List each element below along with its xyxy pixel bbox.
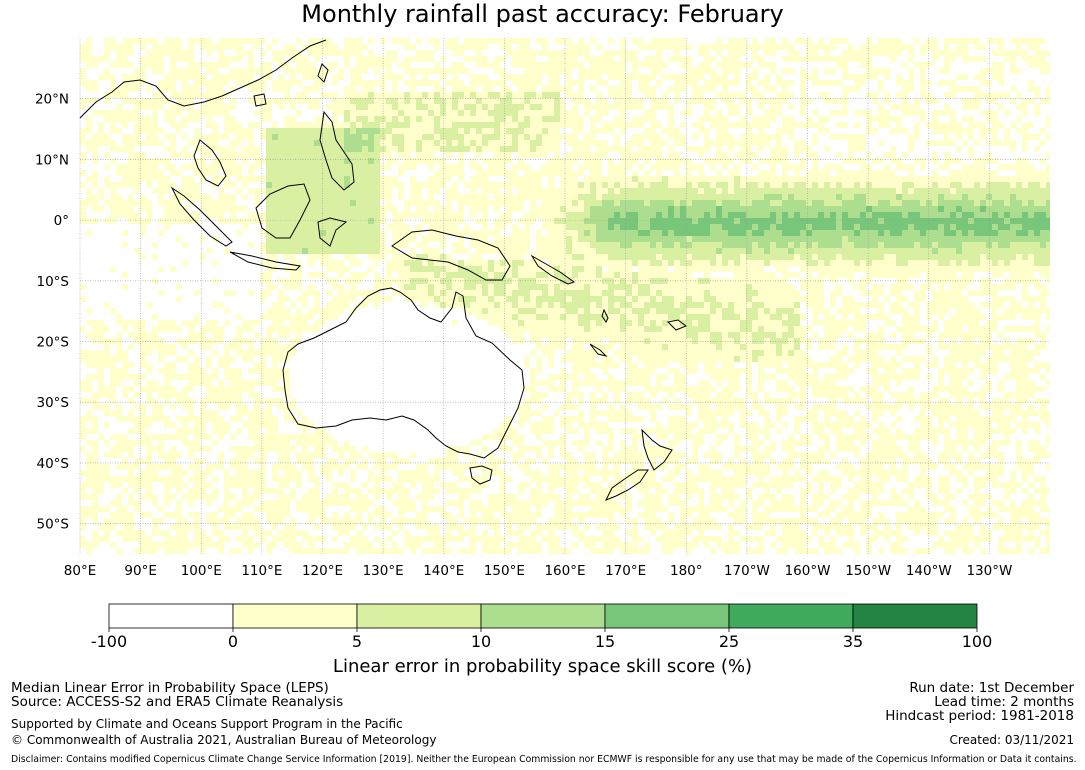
lat-tick-label: 50°S xyxy=(37,517,70,533)
footer-leps: Median Linear Error in Probability Space… xyxy=(11,680,329,696)
coast-sumatra xyxy=(170,186,233,247)
lon-tick-label: 160°E xyxy=(544,563,585,579)
coast-sulawesi xyxy=(317,217,348,247)
lon-tick-label: 130°W xyxy=(966,563,1012,579)
longitude-labels: 80°E 90°E 100°E 110°E 120°E 130°E 140°E 150°E 16… xyxy=(64,563,1013,579)
colorbar-tick-label: 5 xyxy=(352,632,362,651)
coast-philippines xyxy=(319,110,355,191)
coast-tasmania xyxy=(469,465,493,485)
lat-tick-label: 0° xyxy=(54,213,69,229)
lon-tick-label: 80°E xyxy=(64,563,96,579)
lon-tick-label: 140°E xyxy=(423,563,464,579)
colorbar-tick-label: 25 xyxy=(719,632,739,651)
colorbar-tick-label: 0 xyxy=(228,632,238,651)
colorbar-swatch xyxy=(108,603,234,629)
colorbar-swatch xyxy=(356,603,482,629)
lat-tick-label: 40°S xyxy=(37,456,70,472)
hindcast-period: Hindcast period: 1981-2018 xyxy=(885,708,1074,724)
lead-time: Lead time: 2 months xyxy=(934,694,1074,710)
colorbar-tick-label: 10 xyxy=(471,632,491,651)
lon-tick-label: 180° xyxy=(670,563,703,579)
colorbar-swatch xyxy=(480,603,606,629)
colorbar-swatch xyxy=(232,603,358,629)
disclaimer: Disclaimer: Contains modified Copernicus… xyxy=(11,754,1077,765)
footer-source: Source: ACCESS-S2 and ERA5 Climate Reana… xyxy=(11,694,344,710)
lat-tick-label: 20°S xyxy=(37,335,70,351)
lon-tick-label: 170°E xyxy=(605,563,646,579)
lon-tick-label: 130°E xyxy=(363,563,404,579)
coast-taiwan xyxy=(317,63,329,83)
footer-support: Supported by Climate and Oceans Support … xyxy=(11,717,403,731)
colorbar-swatch xyxy=(728,603,854,629)
page-title: Monthly rainfall past accuracy: February xyxy=(301,0,784,28)
colorbar: -100 0 5 10 15 25 35 100 xyxy=(91,603,993,651)
skill-grid xyxy=(80,38,1050,554)
coast-new-guinea xyxy=(391,229,511,281)
lon-tick-label: 150°W xyxy=(845,563,891,579)
lon-tick-label: 170°W xyxy=(724,563,770,579)
lat-tick-label: 10°S xyxy=(37,274,70,290)
lon-tick-label: 110°E xyxy=(241,563,282,579)
colorbar-swatch xyxy=(604,603,730,629)
lat-tick-label: 30°S xyxy=(37,395,70,411)
colorbar-tick-label: -100 xyxy=(91,632,127,651)
colorbar-title: Linear error in probability space skill … xyxy=(332,656,753,677)
colorbar-tick-label: 15 xyxy=(595,632,615,651)
created-date: Created: 03/11/2021 xyxy=(949,733,1074,747)
coast-hainan xyxy=(253,93,267,107)
coast-borneo xyxy=(255,183,311,239)
coast-solomons xyxy=(530,254,576,285)
lon-tick-label: 140°W xyxy=(906,563,952,579)
coast-vanuatu xyxy=(601,308,609,323)
run-date: Run date: 1st December xyxy=(909,680,1074,696)
footer-copyright: © Commonwealth of Australia 2021, Austra… xyxy=(11,733,437,747)
lon-tick-label: 150°E xyxy=(484,563,525,579)
colorbar-tick-label: 100 xyxy=(962,632,993,651)
coast-australia xyxy=(282,287,525,459)
lon-tick-label: 160°W xyxy=(785,563,831,579)
colorbar-tick-label: 35 xyxy=(843,632,863,651)
lat-tick-label: 20°N xyxy=(35,92,69,108)
coast-nz-north xyxy=(641,428,673,471)
lon-tick-label: 90°E xyxy=(124,563,156,579)
latitude-labels: 20°N 10°N 0° 10°S 20°S 30°S 40°S 50°S xyxy=(35,92,69,533)
coast-new-caledonia xyxy=(589,343,608,357)
coastlines xyxy=(79,39,688,501)
coast-fiji xyxy=(666,319,688,331)
lat-tick-label: 10°N xyxy=(35,152,69,168)
colorbar-swatch xyxy=(852,603,978,629)
coast-java xyxy=(229,251,302,271)
lon-tick-label: 120°E xyxy=(302,563,343,579)
coast-nz-south xyxy=(604,469,649,501)
lon-tick-label: 100°E xyxy=(181,563,222,579)
coast-mainland-asia xyxy=(79,39,327,187)
